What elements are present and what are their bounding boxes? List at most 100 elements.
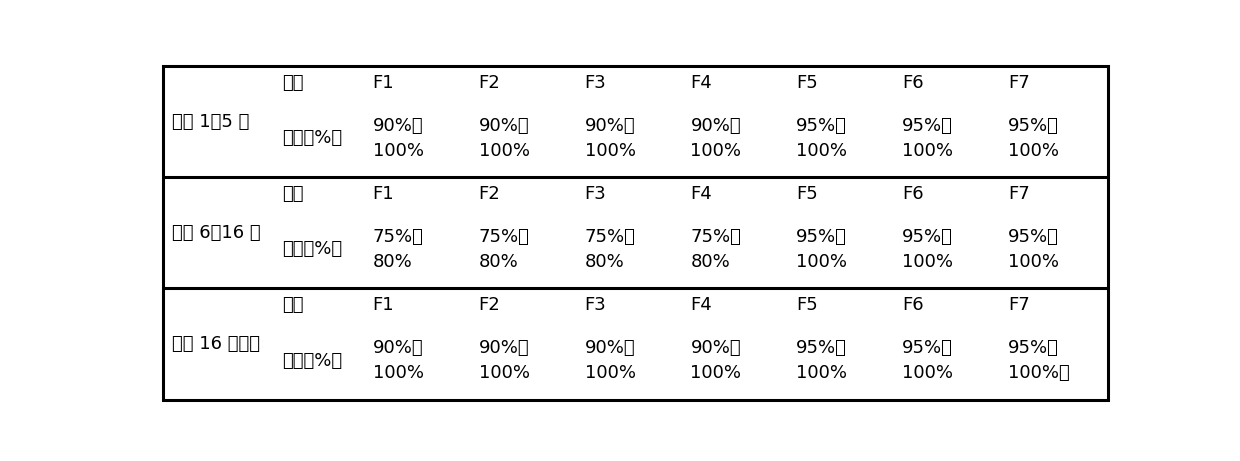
Text: 95%～
100%: 95%～ 100% (1008, 228, 1059, 271)
Text: 水量（%）: 水量（%） (281, 241, 342, 259)
Text: F1: F1 (373, 296, 394, 314)
Text: 95%～
100%: 95%～ 100% (903, 339, 954, 382)
Text: F3: F3 (584, 185, 606, 203)
Text: F3: F3 (584, 74, 606, 92)
Bar (367, 322, 472, 400)
Bar (162, 66, 274, 177)
Text: 90%～
100%: 90%～ 100% (584, 339, 636, 382)
Bar (274, 66, 367, 99)
Text: 机架: 机架 (281, 296, 304, 314)
Text: 75%～
80%: 75%～ 80% (479, 228, 529, 271)
Text: F2: F2 (479, 74, 501, 92)
Text: 机架: 机架 (281, 74, 304, 92)
Bar (1002, 289, 1109, 322)
Text: F4: F4 (691, 185, 712, 203)
Bar (274, 322, 367, 400)
Bar (472, 211, 579, 289)
Text: 95%～
100%: 95%～ 100% (903, 117, 954, 160)
Text: F5: F5 (796, 74, 818, 92)
Bar (684, 289, 791, 322)
Bar (1002, 66, 1109, 99)
Bar (684, 322, 791, 400)
Text: 75%～
80%: 75%～ 80% (584, 228, 635, 271)
Text: 95%～
100%: 95%～ 100% (796, 228, 847, 271)
Text: 90%～
100%: 90%～ 100% (373, 339, 424, 382)
Bar (579, 322, 684, 400)
Bar (274, 211, 367, 289)
Bar (162, 177, 274, 289)
Text: 水量（%）: 水量（%） (281, 352, 342, 370)
Bar (1002, 177, 1109, 211)
Bar (791, 177, 897, 211)
Text: F4: F4 (691, 296, 712, 314)
Bar (274, 99, 367, 177)
Text: F7: F7 (1008, 185, 1030, 203)
Bar (684, 66, 791, 99)
Bar (579, 211, 684, 289)
Bar (472, 177, 579, 211)
Text: F4: F4 (691, 74, 712, 92)
Text: 90%～
100%: 90%～ 100% (691, 339, 742, 382)
Text: 90%～
100%: 90%～ 100% (584, 117, 636, 160)
Text: 95%～
100%: 95%～ 100% (903, 228, 954, 271)
Bar (579, 177, 684, 211)
Bar (472, 99, 579, 177)
Bar (162, 289, 274, 400)
Bar (579, 99, 684, 177)
Bar (579, 66, 684, 99)
Text: 95%～
100%。: 95%～ 100%。 (1008, 339, 1070, 382)
Bar (472, 322, 579, 400)
Text: 95%～
100%: 95%～ 100% (1008, 117, 1059, 160)
Bar (684, 211, 791, 289)
Text: F6: F6 (903, 74, 924, 92)
Bar (367, 177, 472, 211)
Text: F5: F5 (796, 185, 818, 203)
Text: F3: F3 (584, 296, 606, 314)
Bar (274, 289, 367, 322)
Bar (791, 211, 897, 289)
Bar (274, 177, 367, 211)
Text: F7: F7 (1008, 74, 1030, 92)
Text: 水量（%）: 水量（%） (281, 129, 342, 147)
Text: F2: F2 (479, 185, 501, 203)
Bar (897, 66, 1002, 99)
Bar (791, 99, 897, 177)
Bar (684, 177, 791, 211)
Bar (791, 66, 897, 99)
Text: 95%～
100%: 95%～ 100% (796, 339, 847, 382)
Text: F5: F5 (796, 296, 818, 314)
Bar (1002, 211, 1109, 289)
Bar (897, 177, 1002, 211)
Text: 90%～
100%: 90%～ 100% (479, 339, 529, 382)
Bar (897, 322, 1002, 400)
Text: 95%～
100%: 95%～ 100% (796, 117, 847, 160)
Bar (472, 289, 579, 322)
Text: F1: F1 (373, 185, 394, 203)
Text: 75%～
80%: 75%～ 80% (373, 228, 424, 271)
Text: F6: F6 (903, 185, 924, 203)
Text: 90%～
100%: 90%～ 100% (373, 117, 424, 160)
Text: F6: F6 (903, 296, 924, 314)
Bar (1002, 322, 1109, 400)
Text: 90%～
100%: 90%～ 100% (691, 117, 742, 160)
Bar (897, 99, 1002, 177)
Bar (684, 99, 791, 177)
Text: 开轧 6～16 块: 开轧 6～16 块 (172, 224, 260, 242)
Text: 75%～
80%: 75%～ 80% (691, 228, 742, 271)
Text: 90%～
100%: 90%～ 100% (479, 117, 529, 160)
Text: 开轧 16 块以后: 开轧 16 块以后 (172, 335, 260, 353)
Bar (579, 289, 684, 322)
Text: F7: F7 (1008, 296, 1030, 314)
Bar (367, 211, 472, 289)
Text: 开轧 1～5 块: 开轧 1～5 块 (172, 112, 249, 130)
Text: F2: F2 (479, 296, 501, 314)
Bar (791, 289, 897, 322)
Text: F1: F1 (373, 74, 394, 92)
Bar (897, 211, 1002, 289)
Bar (1002, 99, 1109, 177)
Bar (472, 66, 579, 99)
Bar (367, 289, 472, 322)
Bar (791, 322, 897, 400)
Text: 机架: 机架 (281, 185, 304, 203)
Bar (367, 99, 472, 177)
